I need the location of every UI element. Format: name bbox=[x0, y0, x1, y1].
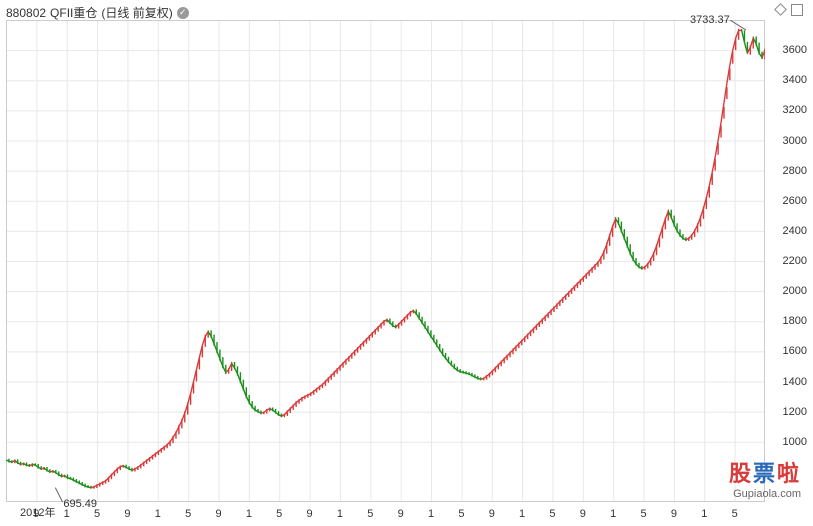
square-icon[interactable] bbox=[791, 4, 803, 16]
x-tick: 1 bbox=[519, 508, 525, 520]
y-tick: 1600 bbox=[783, 345, 807, 357]
x-tick: 5 bbox=[732, 508, 738, 520]
checkmark-icon: ✓ bbox=[177, 7, 189, 19]
x-tick: 9 bbox=[671, 508, 677, 520]
x-tick: 5 bbox=[276, 508, 282, 520]
y-tick: 2600 bbox=[783, 195, 807, 207]
watermark: 股票啦 Gupiaola.com bbox=[729, 456, 801, 500]
chart-toolbar bbox=[776, 4, 803, 16]
x-tick: 9 bbox=[124, 508, 130, 520]
chart-meta: (日线 前复权) bbox=[101, 4, 172, 21]
x-tick: 1 bbox=[246, 508, 252, 520]
x-tick: 5 bbox=[367, 508, 373, 520]
x-tick: 9 bbox=[580, 508, 586, 520]
chart-container: { "header": { "code": "880802", "name": … bbox=[0, 0, 813, 526]
x-tick: 5 bbox=[94, 508, 100, 520]
y-tick: 3600 bbox=[783, 44, 807, 56]
x-tick: 9 bbox=[489, 508, 495, 520]
y-axis: 1000 1200 1400 1600 1800 2000 2200 2400 2600 2800… bbox=[767, 20, 807, 502]
x-tick: 1 bbox=[337, 508, 343, 520]
y-tick: 3200 bbox=[783, 104, 807, 116]
watermark-char-1: 股 bbox=[729, 461, 753, 486]
y-tick: 2200 bbox=[783, 255, 807, 267]
watermark-url: Gupiaola.com bbox=[729, 488, 801, 500]
stock-code: 880802 bbox=[6, 6, 46, 20]
y-tick: 1000 bbox=[783, 436, 807, 448]
chart-plot-area[interactable]: 695.49 3733.37 bbox=[6, 20, 765, 502]
x-tick: 9 bbox=[398, 508, 404, 520]
x-tick: 5 bbox=[549, 508, 555, 520]
x-tick: 5 bbox=[185, 508, 191, 520]
y-tick: 3400 bbox=[783, 74, 807, 86]
watermark-char-3: 啦 bbox=[777, 461, 801, 486]
x-tick: 1 bbox=[428, 508, 434, 520]
y-tick: 2400 bbox=[783, 225, 807, 237]
diamond-icon[interactable] bbox=[774, 3, 787, 16]
high-annotation: 3733.37 bbox=[690, 14, 730, 26]
stock-name: QFII重仓 bbox=[50, 4, 97, 21]
x-tick: 1 bbox=[610, 508, 616, 520]
chart-header: 880802 QFII重仓 (日线 前复权) ✓ bbox=[6, 4, 189, 21]
x-axis: 2012年915915915915915915915915 bbox=[6, 504, 765, 520]
x-tick: 1 bbox=[155, 508, 161, 520]
x-tick: 1 bbox=[64, 508, 70, 520]
y-tick: 1400 bbox=[783, 376, 807, 388]
y-tick: 1800 bbox=[783, 315, 807, 327]
y-tick: 2800 bbox=[783, 165, 807, 177]
x-tick: 9 bbox=[215, 508, 221, 520]
y-tick: 2000 bbox=[783, 285, 807, 297]
x-tick: 5 bbox=[640, 508, 646, 520]
watermark-char-2: 票 bbox=[753, 461, 777, 486]
x-tick: 1 bbox=[701, 508, 707, 520]
x-tick: 5 bbox=[458, 508, 464, 520]
x-tick: 9 bbox=[33, 508, 39, 520]
x-tick: 9 bbox=[307, 508, 313, 520]
y-tick: 1200 bbox=[783, 406, 807, 418]
y-tick: 3000 bbox=[783, 135, 807, 147]
